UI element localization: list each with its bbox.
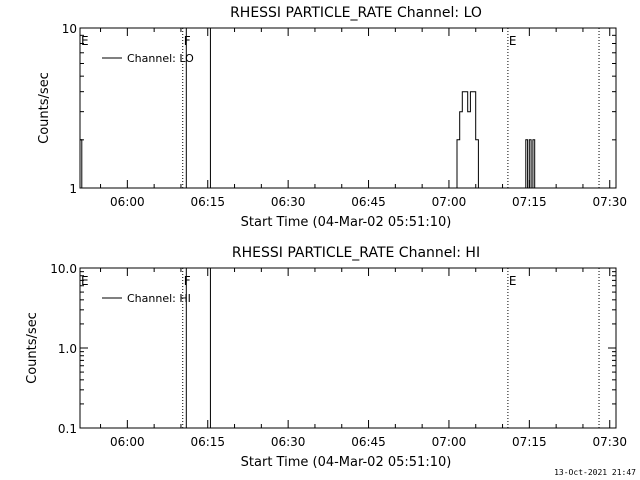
x-tick-label: 06:45 (351, 195, 386, 209)
x-axis-label: Start Time (04-Mar-02 05:51:10) (241, 215, 452, 230)
y-tick-label: 10.0 (50, 262, 77, 276)
chart-title: RHESSI PARTICLE_RATE Channel: LO (230, 5, 482, 21)
flag-label: F (184, 34, 191, 48)
x-tick-label: 07:00 (432, 195, 467, 209)
flag-label: E (81, 34, 89, 48)
x-tick-label: 06:30 (271, 195, 306, 209)
series-line-1 (80, 91, 537, 189)
y-tick-label: 1.0 (58, 342, 77, 356)
x-tick-label: 06:45 (351, 435, 386, 449)
x-tick-label: 07:15 (512, 435, 547, 449)
y-tick-label: 1 (69, 182, 77, 196)
flag-label: E (509, 34, 517, 48)
x-tick-label: 06:00 (110, 435, 145, 449)
chart-title: RHESSI PARTICLE_RATE Channel: HI (232, 245, 480, 261)
x-tick-label: 06:00 (110, 195, 145, 209)
y-tick-label: 0.1 (58, 422, 77, 436)
y-axis-label: Counts/sec (25, 312, 40, 384)
footer-timestamp: 13-Oct-2021 21:47 (554, 468, 636, 477)
x-tick-label: 06:15 (190, 195, 225, 209)
flag-label: E (81, 274, 89, 288)
x-axis-label: Start Time (04-Mar-02 05:51:10) (241, 455, 452, 470)
x-tick-label: 07:15 (512, 195, 547, 209)
y-tick-label: 10 (62, 22, 77, 36)
x-tick-label: 07:30 (592, 435, 627, 449)
x-tick-label: 07:00 (432, 435, 467, 449)
x-tick-label: 07:30 (592, 195, 627, 209)
legend-label: Channel: HI (127, 292, 191, 305)
flag-label: E (509, 274, 517, 288)
x-tick-label: 06:30 (271, 435, 306, 449)
y-axis-label: Counts/sec (37, 72, 52, 144)
x-tick-label: 06:15 (190, 435, 225, 449)
legend-label: Channel: LO (127, 52, 194, 65)
flag-label: F (184, 274, 191, 288)
